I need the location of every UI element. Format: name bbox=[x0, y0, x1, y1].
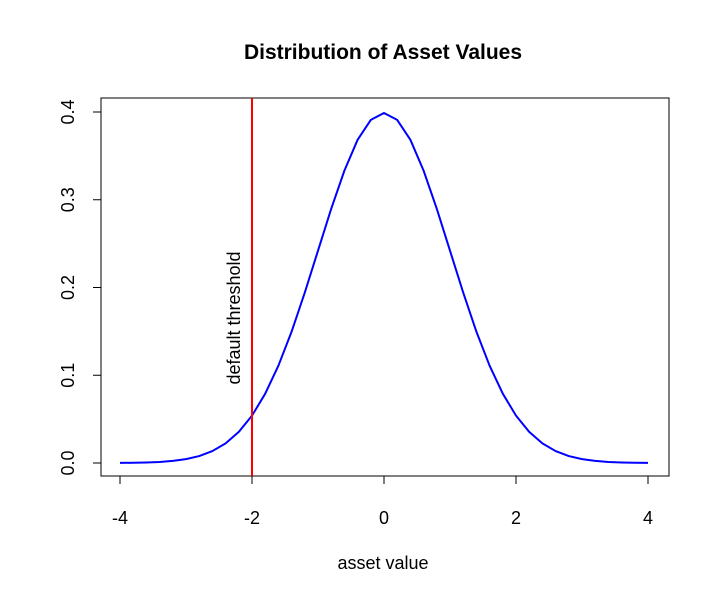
x-tick-label: 2 bbox=[511, 508, 521, 528]
x-tick-label: 0 bbox=[379, 508, 389, 528]
x-axis-label: asset value bbox=[337, 553, 428, 573]
chart-title: Distribution of Asset Values bbox=[244, 41, 522, 64]
y-tick-label: 0.2 bbox=[58, 275, 78, 300]
plot-frame bbox=[100, 97, 670, 477]
x-tick-label: 4 bbox=[643, 508, 653, 528]
y-axis: 0.0 0.1 0.2 0.3 0.4 bbox=[58, 99, 102, 476]
x-tick-label: -2 bbox=[244, 508, 260, 528]
y-tick-label: 0.0 bbox=[58, 450, 78, 475]
y-tick-label: 0.1 bbox=[58, 363, 78, 388]
x-tick-label: -4 bbox=[112, 508, 128, 528]
y-tick-label: 0.4 bbox=[58, 99, 78, 124]
default-threshold-label: default threshold bbox=[224, 251, 244, 384]
y-tick-label: 0.3 bbox=[58, 187, 78, 212]
x-axis: -4 -2 0 2 4 bbox=[112, 475, 653, 528]
density-curve bbox=[119, 111, 649, 464]
